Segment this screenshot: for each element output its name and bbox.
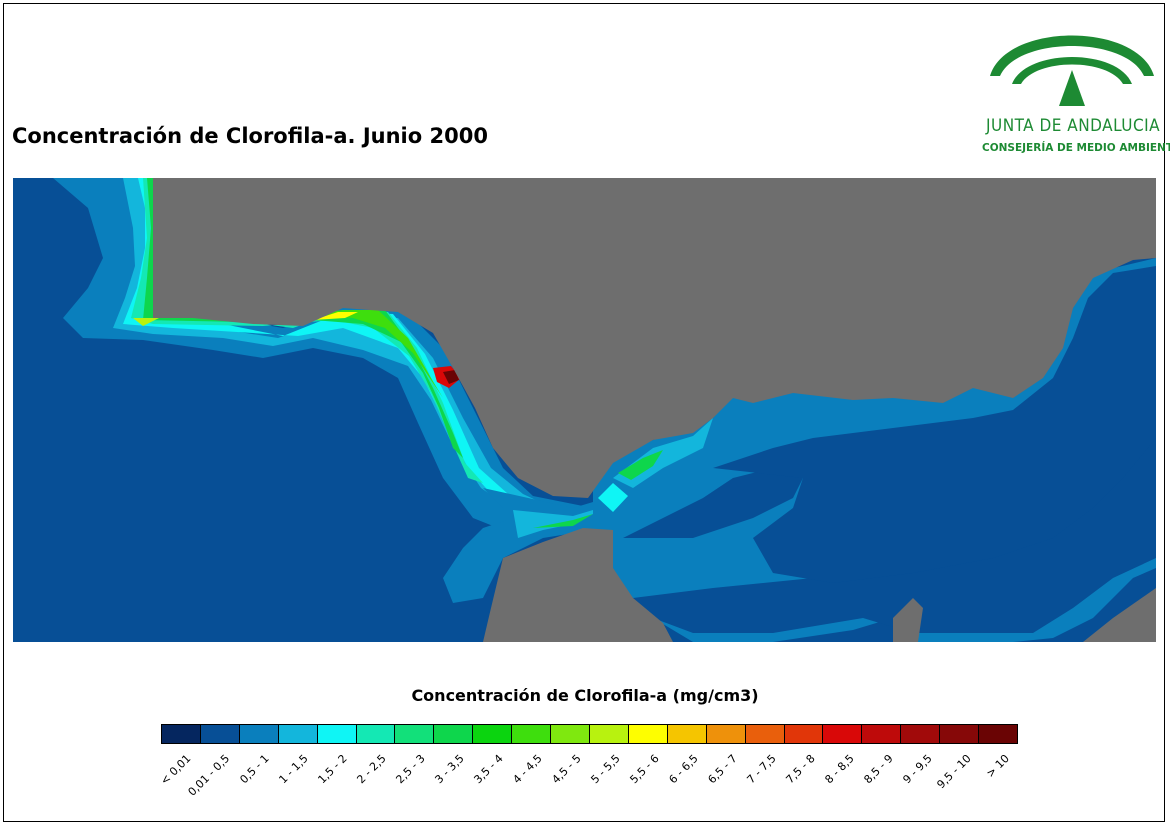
- legend-tick-label: 3 - 3,5: [432, 752, 467, 787]
- legend-tick-label: 0,01 - 0,5: [185, 752, 233, 799]
- legend-swatch: [512, 725, 552, 743]
- legend-swatch: [784, 725, 824, 743]
- legend-swatch: [278, 725, 318, 743]
- legend-swatch: [745, 725, 785, 743]
- junta-de-andalucia-logo: JUNTA DE ANDALUCIA CONSEJERÍA DE MEDIO A…: [978, 14, 1170, 160]
- legend-tick-label: 7 - 7,5: [744, 752, 779, 787]
- legend-tick-label: 1,5 - 2: [315, 752, 350, 787]
- legend-tick-label: 5,5 - 6: [627, 752, 662, 787]
- legend-tick-label: 9 - 9,5: [899, 752, 935, 787]
- legend-swatch: [434, 725, 474, 743]
- logo-name: JUNTA DE ANDALUCIA: [986, 116, 1161, 136]
- color-legend: [161, 724, 1018, 744]
- legend-tick-label: 8 - 8,5: [822, 752, 857, 787]
- legend-swatch: [551, 725, 590, 743]
- legend-tick-label: > 10: [983, 752, 1012, 781]
- mediterranean-coastal-bands: [593, 258, 1156, 642]
- legend-swatch: [317, 725, 357, 743]
- legend-tick-label: < 0,01: [158, 752, 194, 788]
- chlorophyll-map: [13, 178, 1156, 642]
- legend-swatch: [473, 725, 513, 743]
- legend-swatch: [628, 725, 668, 743]
- legend-tick-label: 6,5 - 7: [705, 752, 740, 787]
- legend-tick-label: 1 - 1,5: [276, 752, 311, 787]
- legend-swatch: [823, 725, 863, 743]
- legend-swatch: [239, 725, 279, 743]
- legend-swatch: [706, 725, 746, 743]
- legend-swatch: [162, 725, 201, 743]
- map-title: Concentración de Clorofila-a. Junio 2000: [12, 124, 488, 148]
- legend-swatch: [979, 725, 1017, 743]
- legend-swatch: [862, 725, 902, 743]
- legend-tick-label: 0,5 - 1: [237, 752, 273, 787]
- legend-swatch: [356, 725, 396, 743]
- legend-swatch: [589, 725, 629, 743]
- legend-tick-label: 2,5 - 3: [393, 752, 428, 787]
- legend-swatch: [200, 725, 240, 743]
- andalucia-emblem-icon: [990, 35, 1154, 106]
- logo-subtitle: CONSEJERÍA DE MEDIO AMBIENTE: [982, 142, 1170, 154]
- legend-swatch: [395, 725, 435, 743]
- legend-tick-label: 9,5 - 10: [933, 752, 974, 792]
- legend-tick-label: 3,5 - 4: [471, 752, 506, 787]
- legend-swatch: [667, 725, 707, 743]
- legend-tick-label: 8,5 - 9: [861, 752, 896, 787]
- legend-tick-label: 4 - 4,5: [510, 752, 545, 787]
- legend-tick-label: 5 - 5,5: [588, 752, 623, 787]
- legend-swatch: [901, 725, 941, 743]
- legend-tick-label: 6 - 6,5: [666, 752, 701, 787]
- legend-tick-label: 7,5 - 8: [783, 752, 818, 787]
- legend-title: Concentración de Clorofila-a (mg/cm3): [411, 686, 759, 705]
- legend-swatch: [940, 725, 980, 743]
- legend-tick-label: 4,5 - 5: [549, 752, 584, 787]
- legend-tick-label: 2 - 2,5: [354, 752, 389, 787]
- land-masses: [153, 178, 1156, 642]
